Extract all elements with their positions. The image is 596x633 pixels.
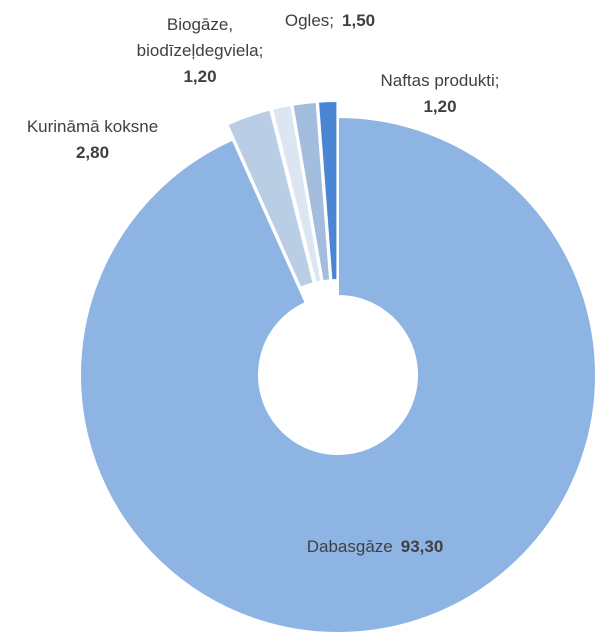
label-value: 1,20	[423, 97, 457, 116]
data-label: Dabasgāze 93,30	[270, 534, 480, 560]
label-value: 1,20	[183, 67, 217, 86]
label-name: Naftas produkti;	[380, 71, 500, 90]
label-name: Kurināmā koksne	[26, 117, 159, 136]
data-label: Biogāze, biodīzeļdegviela; 1,20	[105, 12, 295, 90]
label-name: Biogāze, biodīzeļdegviela;	[136, 15, 264, 60]
data-label: Kurināmā koksne 2,80	[0, 114, 185, 166]
data-label: Naftas produkti; 1,20	[340, 68, 540, 120]
label-name: Dabasgāze	[306, 537, 393, 556]
slice	[226, 108, 315, 290]
slice	[316, 100, 339, 282]
label-value: 93,30	[400, 537, 444, 556]
slice	[270, 103, 323, 284]
slice	[291, 100, 332, 283]
data-label: Ogles; 1,50	[265, 8, 395, 34]
label-name: Ogles;	[284, 11, 335, 30]
label-value: 2,80	[75, 143, 110, 162]
label-value: 1,50	[342, 11, 376, 30]
